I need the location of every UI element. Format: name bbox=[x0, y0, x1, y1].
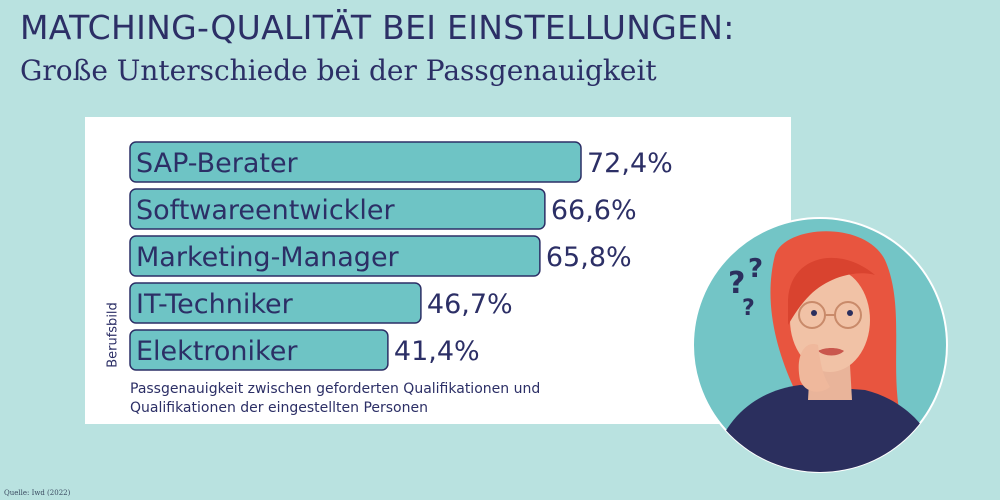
category-label: Softwareentwickler bbox=[136, 195, 396, 226]
bangs-shape bbox=[788, 257, 875, 325]
category-label: Marketing-Manager bbox=[136, 242, 400, 273]
question-mark-icon: ? bbox=[728, 266, 745, 301]
category-label: Elektroniker bbox=[136, 336, 298, 367]
jacket-shape bbox=[710, 385, 945, 472]
bar-1 bbox=[129, 188, 546, 230]
thinking-woman-illustration: ? ? ? bbox=[692, 217, 948, 473]
chart-note: Passgenauigkeit zwischen geforderten Qua… bbox=[130, 381, 541, 416]
bar-0 bbox=[129, 141, 582, 183]
category-label: SAP-Berater bbox=[136, 148, 299, 179]
value-label: 66,6% bbox=[551, 195, 637, 226]
value-label: 46,7% bbox=[427, 289, 513, 320]
source-note: Quelle: Iwd (2022) bbox=[4, 489, 71, 497]
question-mark-icon: ? bbox=[748, 254, 763, 284]
value-label: 41,4% bbox=[394, 336, 480, 367]
page-subtitle: Große Unterschiede bei der Passgenauigke… bbox=[20, 54, 657, 87]
value-label: 72,4% bbox=[587, 148, 673, 179]
category-label: IT-Techniker bbox=[136, 289, 294, 320]
hand-shape bbox=[798, 344, 830, 392]
bar-3 bbox=[129, 282, 422, 324]
bar-2 bbox=[129, 235, 541, 277]
y-axis-label: Berufsbild bbox=[105, 302, 121, 368]
lips-shape bbox=[818, 348, 844, 356]
value-label: 65,8% bbox=[546, 242, 632, 273]
question-mark-icon: ? bbox=[742, 296, 755, 321]
bar-4 bbox=[129, 329, 389, 371]
page-title: MATCHING-QUALITÄT BEI EINSTELLUNGEN: bbox=[20, 8, 735, 47]
